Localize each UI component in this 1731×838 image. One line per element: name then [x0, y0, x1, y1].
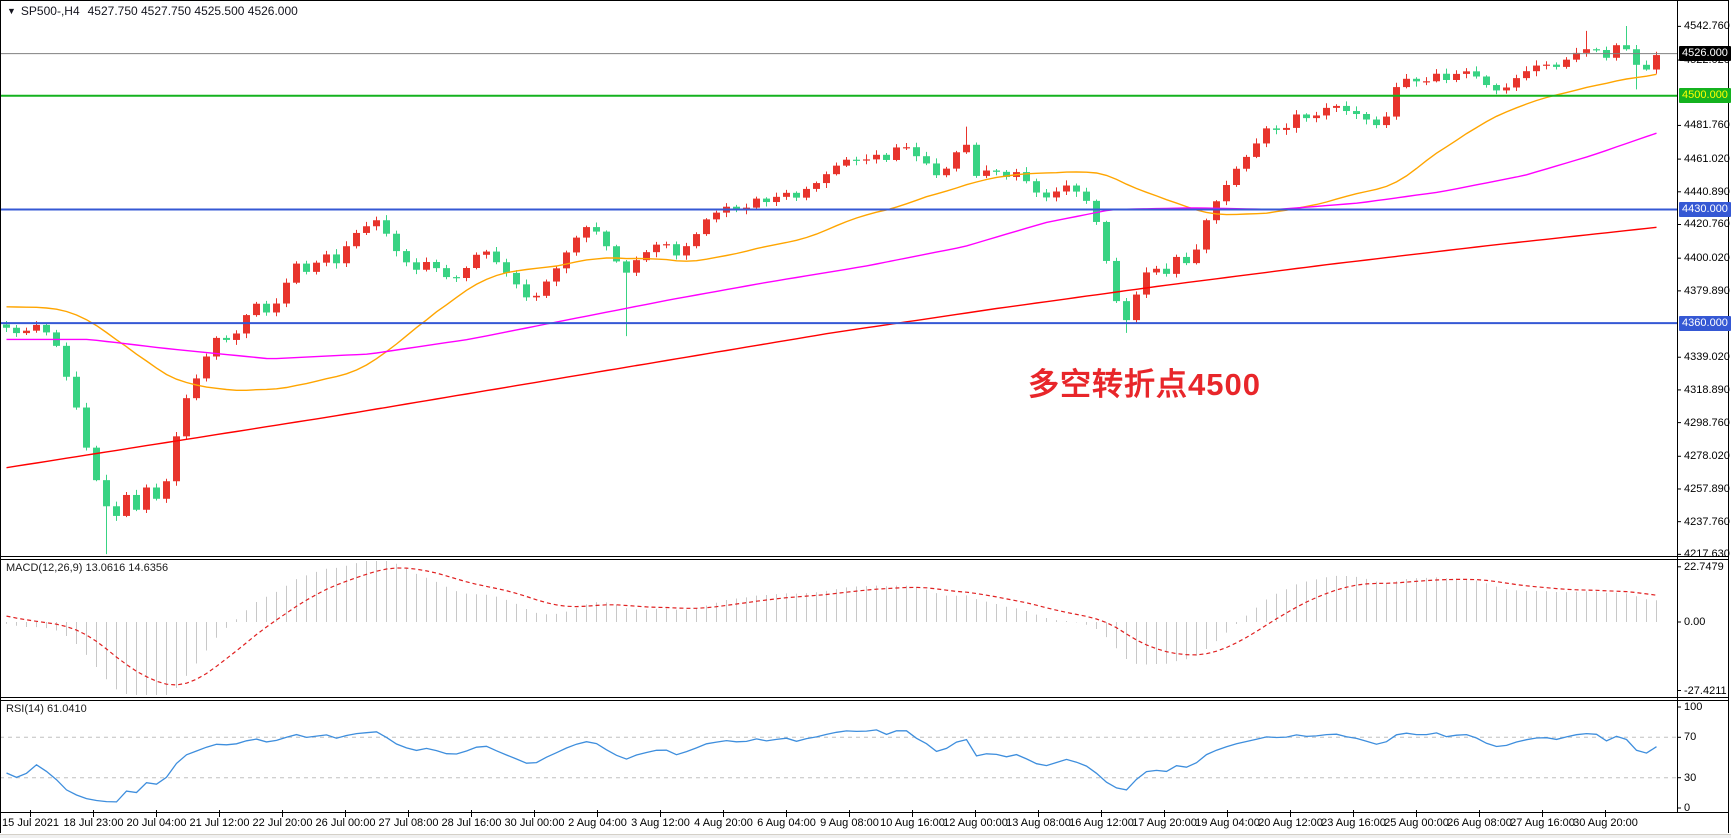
- time-axis-label: 20 Jul 04:00: [126, 817, 187, 829]
- time-axis-label: 21 Jul 12:00: [189, 817, 250, 829]
- rsi-name: RSI(14): [6, 703, 44, 715]
- price-tick-label: 4542.760: [1684, 20, 1730, 33]
- price-tick-label: 4278.020: [1684, 450, 1730, 463]
- time-axis-label: 10 Aug 16:00: [880, 817, 945, 829]
- time-axis-label: 19 Aug 04:00: [1195, 817, 1260, 829]
- moving-averages-layer: [6, 73, 1657, 469]
- time-axis-label: 16 Aug 12:00: [1069, 817, 1134, 829]
- macd-pane-layer: [6, 561, 1681, 695]
- time-axis-label: 26 Jul 00:00: [315, 817, 376, 829]
- price-tick-label: 4420.760: [1684, 218, 1730, 231]
- ohlc-quote: 4527.750 4527.750 4525.500 4526.000: [87, 4, 298, 18]
- rsi-line: [6, 729, 1657, 803]
- price-tick-label: 4481.760: [1684, 119, 1730, 132]
- ma-fast-line: [6, 73, 1657, 391]
- macd-values: 13.0616 14.6356: [85, 562, 169, 574]
- time-axis-label: 13 Aug 08:00: [1006, 817, 1071, 829]
- rsi-pane-layer: [0, 706, 1681, 809]
- price-level-badge: 4430.000: [1679, 201, 1731, 217]
- time-axis-label: 20 Aug 12:00: [1258, 817, 1323, 829]
- price-level-badge: 4500.000: [1679, 88, 1731, 104]
- time-axis-label: 22 Jul 20:00: [252, 817, 313, 829]
- macd-indicator-label: MACD(12,26,9) 13.0616 14.6356: [6, 562, 168, 575]
- ma-slow-line: [6, 226, 1657, 469]
- macd-tick-label: -27.4211: [1684, 684, 1727, 697]
- rsi-tick-label: 70: [1684, 731, 1697, 744]
- chart-title: ▼ SP500-,H4 4527.750 4527.750 4525.500 452…: [7, 5, 298, 19]
- rsi-value: 61.0410: [46, 703, 87, 715]
- price-tick-label: 4339.020: [1684, 351, 1730, 364]
- price-tick-label: 4257.890: [1684, 482, 1730, 495]
- time-axis-label: 2 Aug 04:00: [568, 817, 627, 829]
- macd-tick-label: 0.00: [1684, 616, 1706, 628]
- price-tick-label: 4461.020: [1684, 153, 1730, 166]
- pivot-annotation-text[interactable]: 多空转折点4500: [1028, 367, 1261, 402]
- horizontal-levels-layer: [0, 25, 1681, 555]
- rsi-indicator-label: RSI(14) 61.0410: [6, 703, 87, 716]
- symbol-dropdown-icon[interactable]: ▼: [7, 6, 16, 16]
- price-tick-label: 4318.890: [1684, 383, 1730, 396]
- time-axis-label: 25 Aug 00:00: [1384, 817, 1449, 829]
- time-axis-label: 27 Jul 08:00: [378, 817, 439, 829]
- macd-name: MACD(12,26,9): [6, 562, 83, 574]
- time-axis-label: 30 Jul 00:00: [504, 817, 565, 829]
- time-axis-label: 26 Aug 08:00: [1447, 817, 1512, 829]
- macd-signal-line: [6, 567, 1657, 686]
- price-tick-label: 4440.890: [1684, 185, 1730, 198]
- price-tick-label: 4400.020: [1684, 252, 1730, 265]
- rsi-tick-label: 100: [1684, 701, 1703, 713]
- window-bottom-edge: [0, 834, 1731, 838]
- time-axis-label: 27 Aug 16:00: [1510, 817, 1575, 829]
- candles-layer: [3, 25, 1660, 555]
- time-axis-label: 17 Aug 20:00: [1132, 817, 1197, 829]
- time-axis-label: 3 Aug 12:00: [631, 817, 690, 829]
- time-axis-label: 28 Jul 16:00: [441, 817, 502, 829]
- price-tick-label: 4298.760: [1684, 416, 1730, 429]
- rsi-tick-label: 0: [1684, 802, 1691, 814]
- time-axis-label: 4 Aug 20:00: [694, 817, 753, 829]
- time-axis-label: 30 Aug 20:00: [1573, 817, 1638, 829]
- macd-tick-label: 22.7479: [1684, 560, 1724, 573]
- time-axis-label: 6 Aug 04:00: [757, 817, 816, 829]
- price-level-badge: 4526.000: [1679, 46, 1731, 62]
- ma-mid-line: [6, 132, 1657, 360]
- time-axis-label: 15 Jul 2021: [2, 817, 59, 829]
- price-tick-label: 4237.760: [1684, 515, 1730, 528]
- time-axis-label: 12 Aug 00:00: [943, 817, 1008, 829]
- price-level-badge: 4360.000: [1679, 315, 1731, 331]
- symbol-timeframe: SP500-,H4: [20, 4, 80, 18]
- price-tick-label: 4379.890: [1684, 284, 1730, 297]
- time-axis-label: 9 Aug 08:00: [820, 817, 879, 829]
- time-axis-label: 23 Aug 16:00: [1321, 817, 1386, 829]
- time-axis-label: 18 Jul 23:00: [63, 817, 124, 829]
- price-tick-label: 4217.630: [1684, 548, 1730, 561]
- rsi-tick-label: 30: [1684, 771, 1697, 784]
